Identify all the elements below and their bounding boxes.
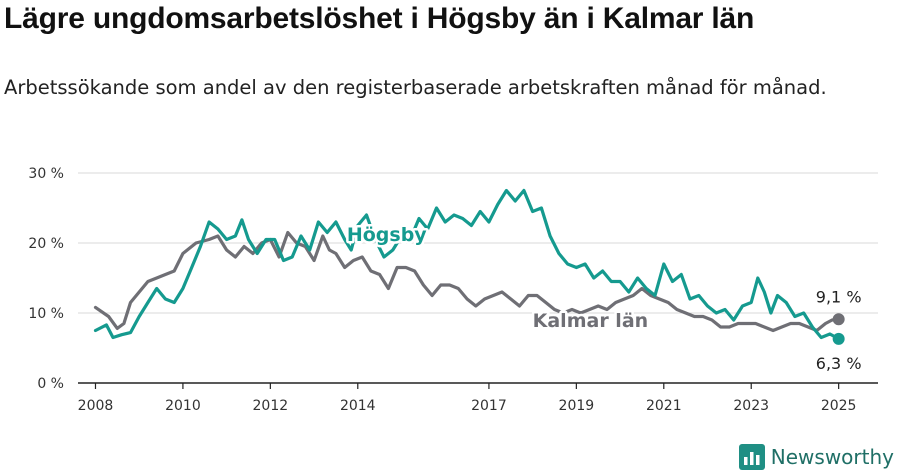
x-tick-label: 2010 [165, 398, 201, 414]
chart-title: Lägre ungdomsarbetslöshet i Högsby än i … [4, 2, 755, 35]
y-tick-label: 10 % [28, 306, 64, 322]
end-label-hogsby: 6,3 % [816, 354, 862, 373]
series-label-hogsby: Högsby [347, 224, 427, 246]
x-tick-label: 2021 [646, 398, 682, 414]
axes: 0 % 10 % 20 % 30 % 2008 2010 2012 2014 2017 2019 2… [28, 166, 878, 414]
x-tick-label: 2008 [78, 398, 114, 414]
end-point-kalmar [832, 313, 845, 326]
end-point-hogsby [832, 332, 845, 345]
x-tick-label: 2019 [559, 398, 595, 414]
brand-name: Newsworthy [770, 445, 894, 469]
bar-chart-icon [738, 444, 765, 470]
newsworthy-logo: Newsworthy [738, 444, 894, 470]
series-line-kalmar [93, 230, 841, 333]
series-line-hogsby [93, 188, 841, 341]
x-tick-label: 2014 [340, 398, 376, 414]
end-label-kalmar: 9,1 % [816, 287, 862, 306]
x-tick-label: 2012 [253, 398, 289, 414]
y-tick-label: 0 % [37, 376, 64, 392]
x-tick-label: 2025 [821, 398, 857, 414]
chart-subtitle: Arbetssökande som andel av den registerb… [4, 76, 827, 99]
y-tick-label: 20 % [28, 236, 64, 252]
x-tick-label: 2017 [471, 398, 507, 414]
gridlines [78, 172, 878, 314]
series-labels: Högsby Kalmar län 9,1 % 6,3 % [344, 221, 864, 375]
series-label-kalmar: Kalmar län [533, 310, 649, 332]
x-tick-label: 2023 [733, 398, 769, 414]
series-lines [93, 188, 845, 345]
y-tick-label: 30 % [28, 166, 64, 182]
